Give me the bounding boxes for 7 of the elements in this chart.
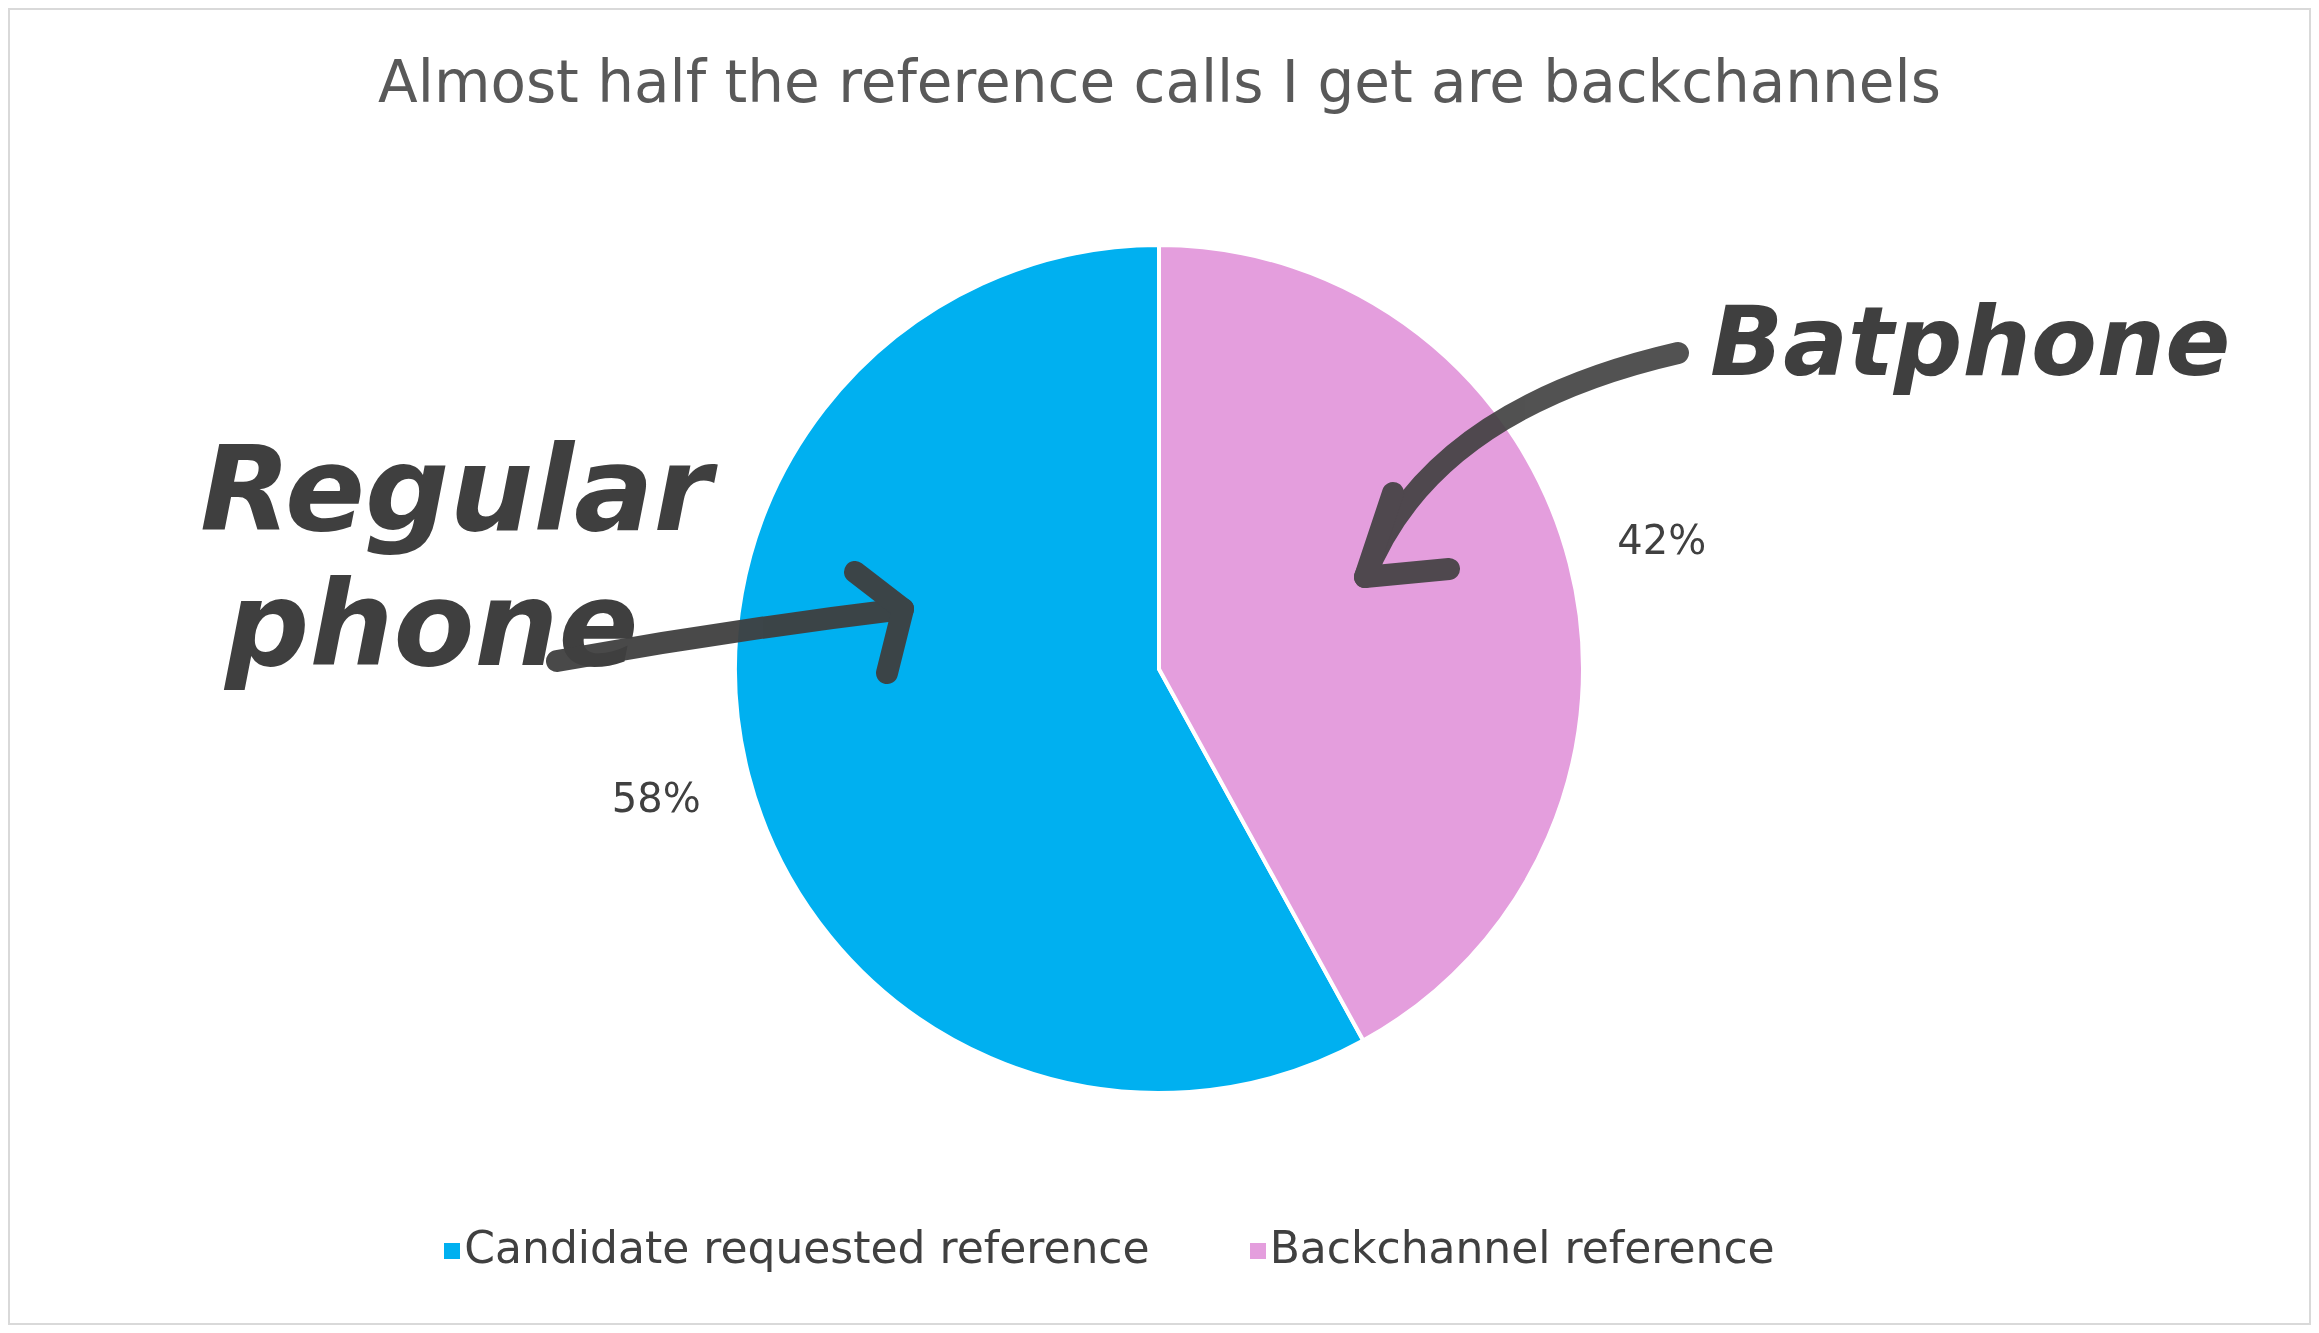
chart-title: Almost half the reference calls I get are backchannels [377, 48, 1942, 116]
data-label: 42% [1617, 516, 1707, 563]
text: Regular phone [200, 420, 719, 693]
legend-label: Backchannel reference [1269, 1222, 1775, 1273]
text: Batphone [1710, 286, 2231, 398]
data-label: 58% [611, 775, 701, 822]
legend-label: Candidate requested reference [464, 1222, 1150, 1273]
